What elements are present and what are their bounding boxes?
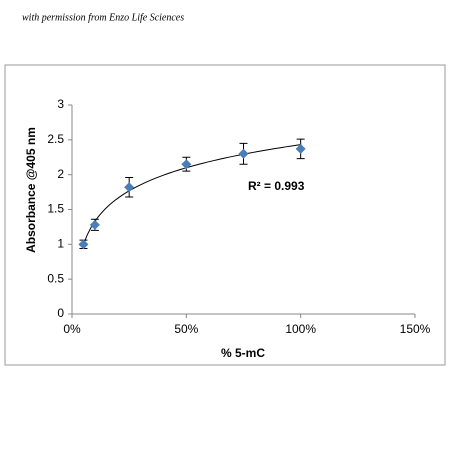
data-point [238,148,249,159]
y-tick-label: 2 [57,167,64,181]
data-point [181,159,192,170]
y-tick-label: 0 [57,306,64,320]
x-tick-label: 0% [63,322,81,336]
x-axis-title: % 5-mC [221,346,265,360]
y-tick-label: 0.5 [47,271,64,285]
x-tick-label: 100% [285,322,316,336]
x-tick-label: 50% [174,322,198,336]
data-point [295,143,306,154]
x-tick-label: 150% [400,322,431,336]
data-point [124,182,135,193]
r-squared: R² = 0.993 [248,179,305,193]
credit: with permission from Enzo Life Sciences [22,12,184,23]
y-axis-title: Absorbance @405 nm [24,127,38,253]
data-point [78,239,89,250]
y-tick-label: 2.5 [47,132,64,146]
trendline [82,144,301,245]
data-point [89,219,100,230]
y-tick-label: 3 [57,97,64,111]
y-tick-label: 1.5 [47,202,64,216]
chart-frame [4,64,446,366]
y-tick-label: 1 [57,237,64,251]
